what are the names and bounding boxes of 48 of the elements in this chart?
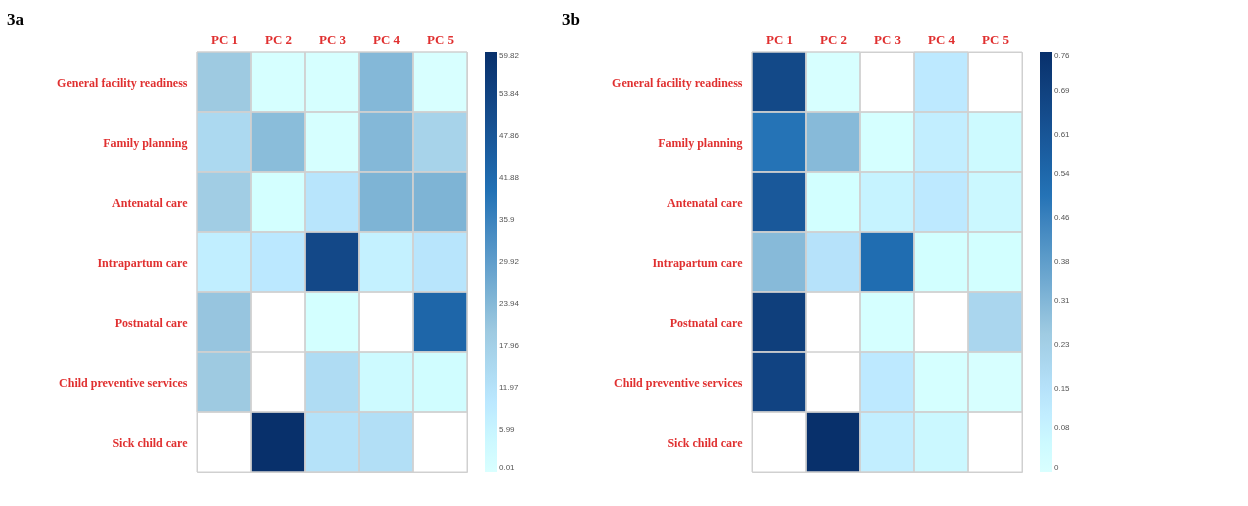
color-bar-label: 0.38 bbox=[1054, 257, 1071, 266]
color-bar-label: 0.76 bbox=[1054, 51, 1071, 60]
color-bar-label: 0.31 bbox=[1054, 295, 1071, 305]
y-tick-label: General facility readiness bbox=[57, 75, 188, 90]
y-tick-label: Sick child care bbox=[112, 435, 189, 450]
y-tick-label: Child preventive services bbox=[59, 375, 188, 390]
x-tick-label: PC 5 bbox=[981, 31, 1010, 47]
color-bar-label: 29.92 bbox=[499, 256, 520, 266]
x-tick-label: PC 2 bbox=[264, 31, 293, 47]
color-bar-label: 0.54 bbox=[1054, 168, 1071, 178]
y-tick-label: Family planning bbox=[658, 135, 743, 150]
color-bar-label: 0.15 bbox=[1054, 384, 1071, 394]
color-bar-label: 23.94 bbox=[499, 298, 520, 308]
y-tick-label: Postnatal care bbox=[669, 315, 744, 330]
color-bar-label: 41.88 bbox=[499, 172, 520, 182]
color-bar-label: 0.69 bbox=[1054, 85, 1071, 95]
color-bar-label: 17.96 bbox=[499, 340, 520, 350]
y-tick-label: Family planning bbox=[103, 135, 188, 150]
y-tick-label: Intrapartum care bbox=[97, 255, 189, 270]
x-tick-label: PC 4 bbox=[927, 31, 956, 47]
color-bar-label: 5.99 bbox=[499, 425, 516, 435]
color-bar-label: 47.86 bbox=[499, 130, 520, 140]
color-bar-label: 53.84 bbox=[499, 88, 520, 98]
y-tick-label: Sick child care bbox=[667, 435, 744, 450]
y-tick-label: Postnatal care bbox=[114, 315, 189, 330]
x-tick-label: PC 3 bbox=[318, 31, 347, 47]
y-tick-label: Antenatal care bbox=[112, 195, 189, 210]
color-bar-label: 0.01 bbox=[499, 463, 516, 472]
x-tick-label: PC 3 bbox=[873, 31, 902, 47]
color-bar-label: 0 bbox=[1054, 463, 1059, 472]
x-tick-label: PC 2 bbox=[819, 31, 848, 47]
color-bar-label: 0.46 bbox=[1054, 212, 1071, 222]
text: 3a bbox=[7, 10, 25, 29]
x-tick-label: PC 4 bbox=[372, 31, 401, 47]
color-bar-label: 35.9 bbox=[499, 214, 516, 224]
text: 3b bbox=[562, 10, 580, 29]
y-tick-label: Child preventive services bbox=[614, 375, 743, 390]
color-bar-label: 59.82 bbox=[499, 51, 520, 60]
y-tick-label: General facility readiness bbox=[612, 75, 743, 90]
color-bar-label: 0.08 bbox=[1054, 422, 1071, 432]
color-bar-label: 0.23 bbox=[1054, 339, 1071, 349]
x-tick-label: PC 1 bbox=[210, 31, 239, 47]
color-bar-label: 0.61 bbox=[1054, 129, 1071, 139]
y-tick-label: Intrapartum care bbox=[652, 255, 744, 270]
x-tick-label: PC 5 bbox=[426, 31, 455, 47]
y-tick-label: Antenatal care bbox=[667, 195, 744, 210]
x-tick-label: PC 1 bbox=[765, 31, 794, 47]
color-bar-label: 11.97 bbox=[499, 383, 519, 393]
